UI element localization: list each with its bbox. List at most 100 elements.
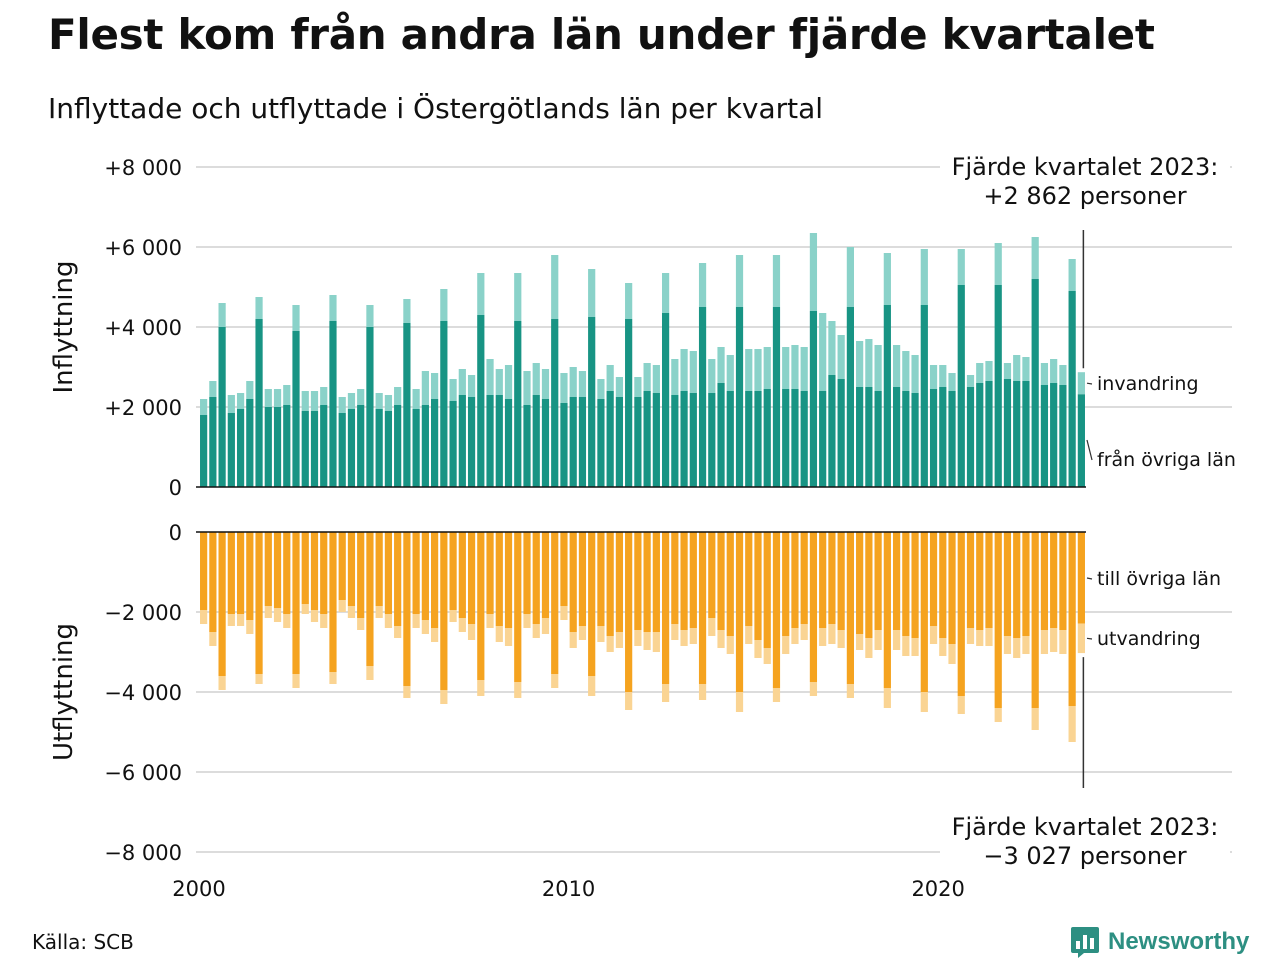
bar-invandring <box>1022 357 1030 381</box>
bar-fran-ovriga-lan <box>1040 385 1049 487</box>
bar-fran-ovriga-lan <box>763 389 771 487</box>
legend-till-ovriga-lan-leader <box>1086 577 1093 580</box>
bar-invandring <box>1068 259 1076 291</box>
chart-subtitle: Inflyttade och utflyttade i Östergötland… <box>48 92 824 125</box>
bar-utvandring <box>255 674 263 684</box>
bar-utvandring <box>671 624 679 640</box>
bar-utvandring <box>320 614 328 628</box>
legend-invandring: invandring <box>1097 373 1199 395</box>
source-note: Källa: SCB <box>32 930 134 954</box>
bar-invandring <box>283 385 291 405</box>
bar-invandring <box>431 373 439 399</box>
bar-utvandring <box>985 628 993 646</box>
bar-invandring <box>412 389 420 409</box>
bar-fran-ovriga-lan <box>717 383 725 487</box>
bar-fran-ovriga-lan <box>929 389 938 487</box>
bar-fran-ovriga-lan <box>1059 385 1067 487</box>
bar-fran-ovriga-lan <box>458 395 466 487</box>
bar-fran-ovriga-lan <box>754 391 762 487</box>
bar-fran-ovriga-lan <box>209 397 217 487</box>
annotation-bg-top <box>940 150 1230 212</box>
bar-till-ovriga-lan <box>966 532 975 628</box>
bar-fran-ovriga-lan <box>236 409 245 487</box>
bar-till-ovriga-lan <box>929 532 938 626</box>
bar-invandring <box>939 365 947 387</box>
bar-invandring <box>218 303 226 327</box>
bar-fran-ovriga-lan <box>440 321 448 487</box>
bar-invandring <box>264 389 272 407</box>
bar-fran-ovriga-lan <box>338 413 346 487</box>
bar-utvandring <box>495 626 503 642</box>
bar-fran-ovriga-lan <box>708 393 716 487</box>
y-tick-label-bottom: −4 000 <box>104 681 182 705</box>
bar-fran-ovriga-lan <box>578 397 587 487</box>
bar-invandring <box>347 393 356 409</box>
bar-till-ovriga-lan <box>384 532 393 614</box>
bar-fran-ovriga-lan <box>745 391 753 487</box>
bar-till-ovriga-lan <box>1068 532 1076 706</box>
bar-fran-ovriga-lan <box>874 391 882 487</box>
bar-utvandring <box>929 626 938 644</box>
bar-invandring <box>1050 359 1058 383</box>
bar-utvandring <box>431 628 439 642</box>
bar-utvandring <box>726 636 734 654</box>
bar-fran-ovriga-lan <box>218 327 226 487</box>
bar-invandring <box>310 391 319 411</box>
bar-invandring <box>994 243 1002 285</box>
bar-till-ovriga-lan <box>366 532 374 666</box>
bar-invandring <box>560 373 568 403</box>
bar-invandring <box>467 375 476 397</box>
bar-utvandring <box>680 630 688 646</box>
bar-utvandring <box>1059 630 1067 654</box>
bar-invandring <box>772 255 781 307</box>
bar-utvandring <box>689 628 697 644</box>
bar-fran-ovriga-lan <box>523 405 531 487</box>
bar-utvandring <box>772 688 781 702</box>
bar-invandring <box>440 289 448 321</box>
bar-till-ovriga-lan <box>680 532 688 630</box>
bar-utvandring <box>200 610 208 624</box>
bar-till-ovriga-lan <box>283 532 291 614</box>
bar-invandring <box>384 395 393 411</box>
bar-till-ovriga-lan <box>403 532 411 686</box>
newsworthy-logo-icon <box>1071 927 1099 958</box>
bar-utvandring <box>874 630 882 650</box>
bar-fran-ovriga-lan <box>643 391 651 487</box>
bar-utvandring <box>458 618 466 632</box>
bar-fran-ovriga-lan <box>588 317 596 487</box>
y-tick-label-top: +2 000 <box>104 396 182 420</box>
bar-utvandring <box>976 630 984 646</box>
bar-invandring <box>698 263 707 307</box>
bar-fran-ovriga-lan <box>1068 291 1076 487</box>
chart-title: Flest kom från andra län under fjärde kv… <box>48 10 1155 59</box>
bar-till-ovriga-lan <box>745 532 753 626</box>
bar-utvandring <box>606 636 614 652</box>
bar-utvandring <box>791 628 799 644</box>
bar-fran-ovriga-lan <box>403 323 411 487</box>
bar-fran-ovriga-lan <box>227 413 235 487</box>
bar-utvandring <box>883 688 891 708</box>
bar-invandring <box>1059 365 1067 385</box>
bar-invandring <box>246 381 254 399</box>
bar-fran-ovriga-lan <box>273 407 282 487</box>
bar-invandring <box>569 367 577 397</box>
bar-invandring <box>227 395 235 413</box>
bar-till-ovriga-lan <box>255 532 263 674</box>
bar-till-ovriga-lan <box>661 532 670 684</box>
bar-invandring <box>1003 363 1012 379</box>
bar-invandring <box>874 345 882 391</box>
bar-utvandring <box>957 696 965 714</box>
annotation-bg-bottom <box>940 810 1230 872</box>
bar-fran-ovriga-lan <box>994 285 1002 487</box>
bar-till-ovriga-lan <box>412 532 420 614</box>
bar-utvandring <box>338 600 346 612</box>
bar-till-ovriga-lan <box>726 532 734 636</box>
bar-invandring <box>976 363 984 383</box>
bar-fran-ovriga-lan <box>1077 394 1085 487</box>
bar-utvandring <box>486 614 494 628</box>
bar-invandring <box>394 387 402 405</box>
bar-till-ovriga-lan <box>504 532 513 628</box>
bar-fran-ovriga-lan <box>883 305 891 487</box>
bar-utvandring <box>1077 623 1085 654</box>
bar-till-ovriga-lan <box>948 532 956 644</box>
